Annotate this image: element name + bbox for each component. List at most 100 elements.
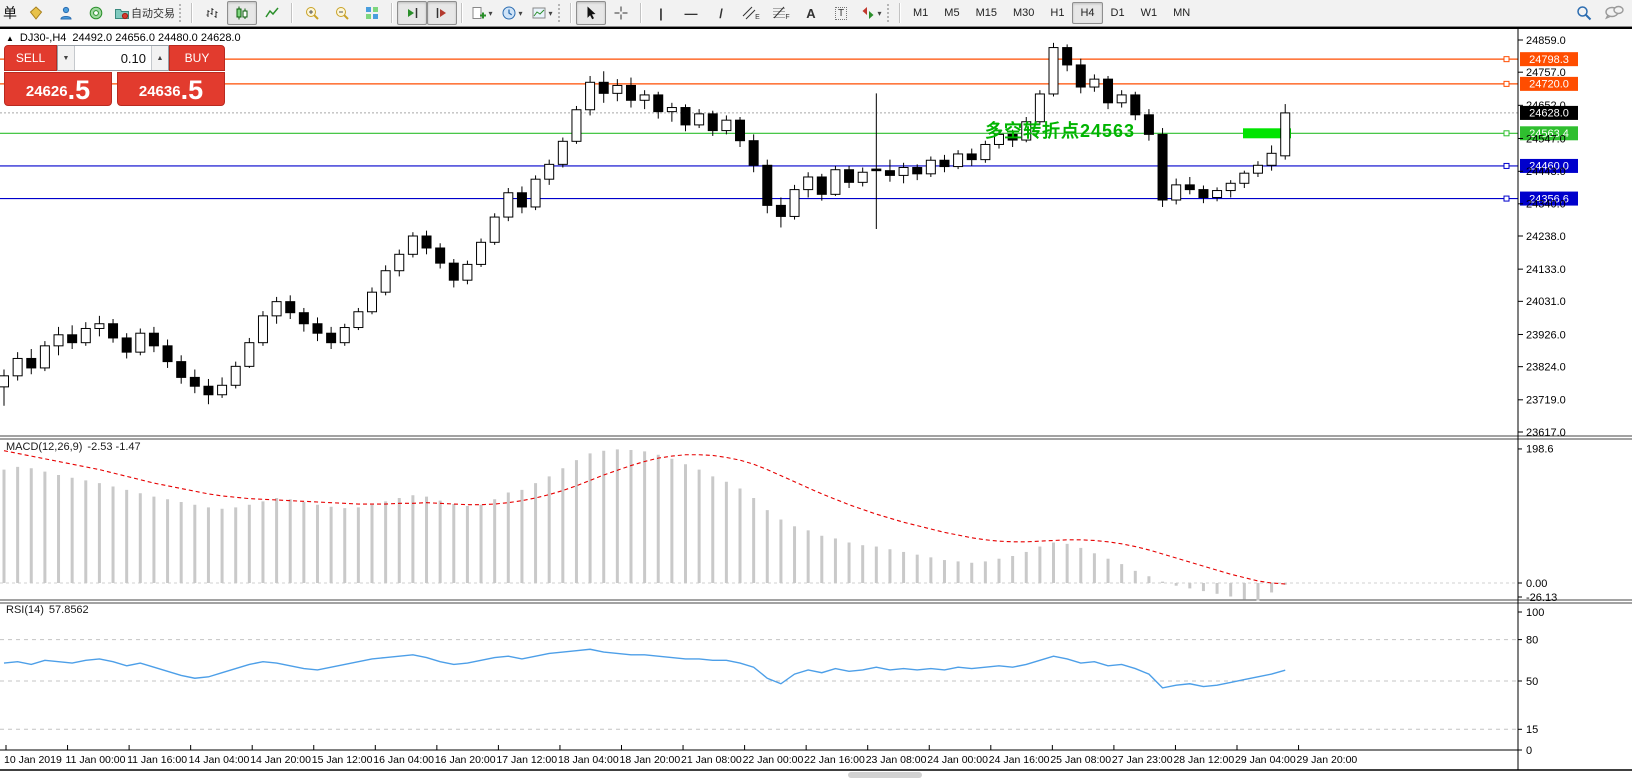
zoom-in-button[interactable] [297,1,327,25]
candle-body-bear[interactable] [762,164,773,206]
candle-body-bull[interactable] [489,216,500,243]
crosshair-button[interactable] [606,1,636,25]
candle-body-bear[interactable] [707,113,718,132]
fibonacci-button[interactable]: F [766,1,796,25]
candle-body-bear[interactable] [516,192,527,208]
bar-chart-button[interactable] [197,1,227,25]
candle-body-bear[interactable] [189,376,200,387]
timeframe-m5-button[interactable]: M5 [944,7,960,19]
candle-body-bear[interactable] [67,334,78,344]
timeframe-m15-button[interactable]: M15 [975,7,997,19]
candle-body-bull[interactable] [1212,190,1223,198]
buy-price-button[interactable]: 24636. 5 [117,72,225,106]
trader-profile-button[interactable] [51,1,81,25]
highlight-zone[interactable] [1243,128,1291,139]
chart-text-annotation[interactable]: 多空转折点24563 [985,121,1136,141]
candle-body-bear[interactable] [1198,189,1209,198]
candle-body-bull[interactable] [925,159,936,175]
chat-button[interactable] [1599,1,1629,25]
candle-body-bear[interactable] [598,81,609,94]
candle-body-bull[interactable] [1171,184,1182,201]
candle-body-bull[interactable] [230,365,241,386]
candle-body-bull[interactable] [394,253,405,272]
candle-body-bull[interactable] [1225,182,1236,192]
timeframe-h4-button[interactable]: H4 [1072,2,1103,24]
candle-body-bull[interactable] [585,81,596,111]
candle-body-bear[interactable] [939,159,950,168]
candle-body-bull[interactable] [353,311,364,329]
candle-body-bull[interactable] [953,153,964,168]
candle-body-bull[interactable] [94,323,105,329]
candle-body-bear[interactable] [966,153,977,161]
trendline-button[interactable]: / [706,1,736,25]
line-handle[interactable] [1503,195,1510,202]
candle-body-bear[interactable] [26,357,37,369]
candle-body-bull[interactable] [53,334,64,347]
candle-body-bull[interactable] [380,270,391,293]
candle-body-bear[interactable] [448,262,459,281]
candle-body-bull[interactable] [462,263,473,281]
gold-badge-icon[interactable] [21,1,51,25]
timeframe-h1-button[interactable]: H1 [1050,7,1065,19]
candle-body-bear[interactable] [1075,64,1086,88]
periods-button[interactable]: ▾ [497,1,527,25]
candle-body-bull[interactable] [530,178,541,208]
templates-button[interactable]: ▾ [527,1,557,25]
candle-body-bull[interactable] [1266,152,1277,166]
candle-body-bull[interactable] [666,107,677,113]
volume-decrease-button[interactable]: ▼ [58,46,75,70]
candle-body-bull[interactable] [639,94,650,101]
candle-body-bear[interactable] [421,235,432,249]
vertical-line-button[interactable]: | [646,1,676,25]
candle-body-bear[interactable] [748,140,759,166]
candle-body-bull[interactable] [135,332,146,353]
candle-body-bull[interactable] [544,163,555,180]
timeframe-d1-button[interactable]: D1 [1110,7,1125,19]
candle-body-bear[interactable] [680,107,691,126]
buy-button[interactable]: BUY [169,45,225,71]
candle-body-bull[interactable] [1048,47,1059,95]
line-handle[interactable] [1503,162,1510,169]
horizontal-line-button[interactable]: — [676,1,706,25]
zoom-out-button[interactable] [327,1,357,25]
candle-body-bear[interactable] [844,169,855,183]
candle-body-bear[interactable] [625,84,636,101]
candle-body-bear[interactable] [816,176,827,195]
candle-body-bull[interactable] [1280,112,1291,157]
arrows-tool-button[interactable]: ▾ [856,1,886,25]
horizontal-scrollbar-thumb[interactable] [848,772,922,778]
candle-body-bull[interactable] [503,192,514,218]
candle-body-bear[interactable] [1184,184,1195,191]
candle-body-bear[interactable] [326,332,337,344]
candle-body-bull[interactable] [271,301,282,317]
candle-body-bear[interactable] [1103,78,1114,104]
candle-body-bear[interactable] [162,345,173,363]
tile-windows-button[interactable] [357,1,387,25]
label-tool-button[interactable]: T [826,1,856,25]
candle-body-bull[interactable] [993,133,1004,145]
candle-body-bull[interactable] [1034,93,1045,123]
candle-body-bull[interactable] [898,167,909,176]
candle-body-bull[interactable] [1239,172,1250,184]
timeframe-m1-button[interactable]: M1 [913,7,929,19]
candle-body-bull[interactable] [1116,94,1127,104]
candle-body-bull[interactable] [1252,164,1263,174]
candle-body-bear[interactable] [1130,94,1141,116]
volume-increase-button[interactable]: ▲ [151,46,168,70]
candle-body-bull[interactable] [257,315,268,344]
candle-body-bear[interactable] [653,94,664,113]
candle-body-bull[interactable] [217,384,228,396]
candle-body-bull[interactable] [789,189,800,217]
candle-body-bull[interactable] [39,345,50,369]
signals-button[interactable] [81,1,111,25]
candlestick-chart-button[interactable] [227,1,257,25]
candle-body-bull[interactable] [571,109,582,142]
candle-body-bull[interactable] [1021,121,1032,141]
new-chart-button[interactable]: ▾ [467,1,497,25]
candle-body-bull[interactable] [1089,78,1100,88]
candle-body-bull[interactable] [367,291,378,313]
candle-body-bear[interactable] [203,385,214,396]
candle-body-bull[interactable] [12,357,23,377]
candle-body-bear[interactable] [1062,47,1073,66]
